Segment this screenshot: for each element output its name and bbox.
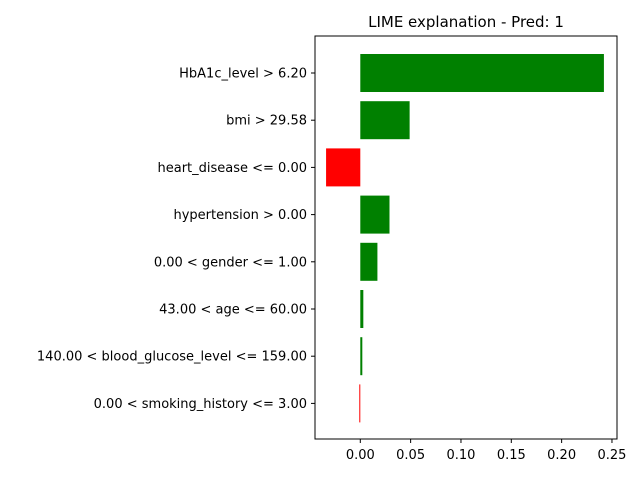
y-tick-label-0: HbA1c_level > 6.20 (179, 67, 307, 82)
x-tick-label-4: 0.20 (547, 448, 576, 463)
y-tick-label-2: heart_disease <= 0.00 (157, 161, 307, 176)
x-tick-label-2: 0.10 (446, 448, 475, 463)
y-tick-label-6: 140.00 < blood_glucose_level <= 159.00 (37, 350, 307, 365)
y-tick-label-3: hypertension > 0.00 (173, 208, 307, 223)
y-tick-label-5: 43.00 < age <= 60.00 (159, 303, 307, 318)
x-tick-label-1: 0.05 (396, 448, 425, 463)
bar-0 (360, 54, 604, 92)
x-tick-label-0: 0.00 (346, 448, 375, 463)
x-tick-label-3: 0.15 (497, 448, 526, 463)
y-tick-label-4: 0.00 < gender <= 1.00 (154, 255, 307, 270)
x-tick-label-5: 0.25 (597, 448, 626, 463)
bars-group (326, 54, 604, 423)
bar-2 (326, 148, 361, 187)
bar-7 (359, 384, 361, 423)
bar-5 (360, 290, 364, 328)
plot-frame (314, 35, 618, 440)
bar-4 (360, 242, 378, 281)
bar-3 (360, 195, 390, 234)
bar-6 (360, 337, 363, 376)
y-tick-labels: HbA1c_level > 6.20 bmi > 29.58 heart_disea… (37, 67, 315, 412)
y-tick-label-7: 0.00 < smoking_history <= 3.00 (94, 397, 307, 412)
y-tick-label-1: bmi > 29.58 (226, 114, 307, 129)
chart-title: LIME explanation - Pred: 1 (368, 13, 564, 31)
x-ticks: 0.00 0.05 0.10 0.15 0.20 0.25 (346, 439, 626, 463)
bar-1 (360, 101, 410, 140)
